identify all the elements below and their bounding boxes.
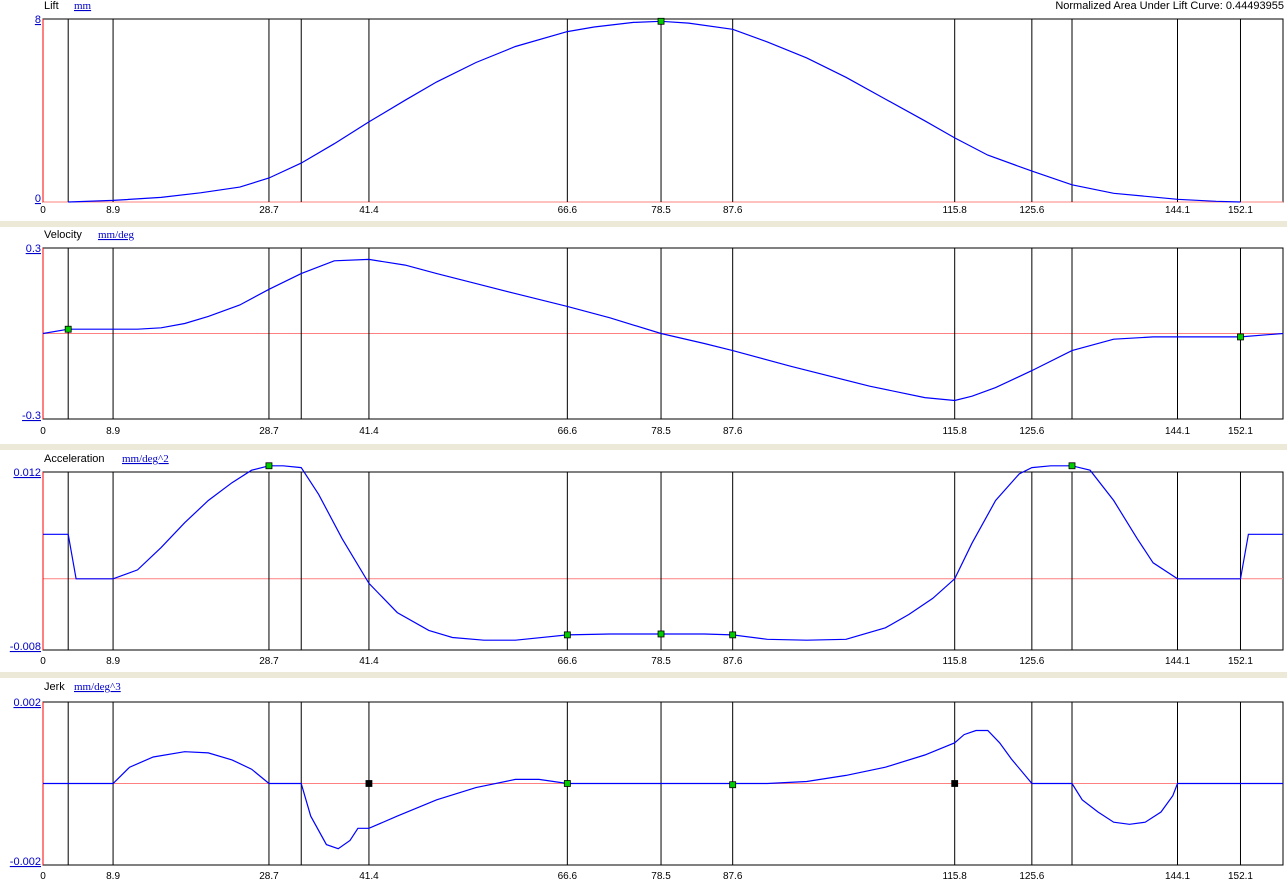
acceleration-curve (43, 465, 1283, 641)
lift-ymin-label: 0 (35, 193, 41, 205)
acceleration-x-tick-label: 0 (40, 656, 46, 667)
velocity-title: Velocity (44, 229, 82, 241)
acceleration-point-marker (265, 462, 273, 470)
acceleration-title: Acceleration (44, 453, 105, 465)
velocity-ymax-label: 0.3 (26, 243, 41, 255)
acceleration-ymax-label: 0.012 (13, 467, 41, 479)
separator-bar-3 (0, 672, 1287, 678)
acceleration-x-tick-label: 8.9 (106, 656, 120, 667)
lift-x-tick-label: 28.7 (259, 205, 279, 216)
jerk-title: Jerk (44, 681, 65, 693)
acceleration-point-marker (729, 631, 737, 639)
velocity-x-tick-label: 66.6 (558, 426, 578, 437)
acceleration-x-tick-label: 66.6 (558, 656, 578, 667)
lift-curve (68, 20, 1241, 203)
velocity-ymin-label: -0.3 (22, 410, 41, 422)
velocity-panel: Velocity mm/deg 0.3 -0.3 0 8.9 28.7 41.4 66.6 78.… (22, 229, 1284, 437)
lift-x-tick-label: 66.6 (558, 205, 578, 216)
acceleration-unit-link: mm/deg^2 (122, 453, 169, 465)
lift-x-tick-label: 8.9 (106, 205, 120, 216)
acceleration-x-tick-label: 87.6 (723, 656, 743, 667)
acceleration-x-tick-label: 144.1 (1165, 656, 1190, 667)
lift-x-tick-label: 87.6 (723, 205, 743, 216)
jerk-ymax-label: 0.002 (13, 697, 41, 709)
velocity-x-tick-label: 125.6 (1019, 426, 1044, 437)
velocity-curve (42, 258, 1284, 402)
jerk-x-tick-label: 115.8 (943, 871, 968, 882)
acceleration-point-marker (657, 630, 665, 638)
separator-bar-1 (0, 221, 1287, 227)
jerk-point-marker (729, 781, 737, 789)
acceleration-x-tick-label: 152.1 (1228, 656, 1253, 667)
jerk-x-tick-label: 8.9 (106, 871, 120, 882)
jerk-ymin-label: -0.002 (10, 856, 41, 868)
jerk-x-tick-label: 78.5 (651, 871, 671, 882)
lift-x-tick-label: 115.8 (943, 205, 968, 216)
acceleration-x-tick-label: 41.4 (359, 656, 379, 667)
lift-ymax-label: 8 (35, 14, 41, 26)
velocity-x-tick-label: 8.9 (106, 426, 120, 437)
jerk-point-marker (365, 780, 373, 787)
jerk-point-marker (951, 780, 959, 787)
velocity-x-tick-label: 144.1 (1165, 426, 1190, 437)
acceleration-panel: Acceleration mm/deg^2 0.012 -0.008 0 8.9 28.7 4… (10, 453, 1284, 667)
lift-point-marker (657, 17, 665, 25)
lift-x-tick-label: 41.4 (359, 205, 379, 216)
acceleration-x-tick-label: 28.7 (259, 656, 279, 667)
velocity-point-marker (1237, 333, 1244, 341)
lift-x-tick-label: 144.1 (1165, 205, 1190, 216)
velocity-x-tick-label: 0 (40, 426, 46, 437)
velocity-x-tick-label: 41.4 (359, 426, 379, 437)
lift-plot-frame (42, 18, 1284, 203)
acceleration-x-tick-label: 78.5 (651, 656, 671, 667)
velocity-unit-link: mm/deg (98, 229, 135, 241)
acceleration-x-tick-label: 115.8 (943, 656, 968, 667)
velocity-x-tick-label: 115.8 (943, 426, 968, 437)
jerk-x-tick-label: 28.7 (259, 871, 279, 882)
jerk-x-tick-label: 87.6 (723, 871, 743, 882)
jerk-x-tick-label: 125.6 (1019, 871, 1044, 882)
jerk-unit-link: mm/deg^3 (74, 681, 121, 693)
acceleration-point-marker (1068, 462, 1076, 470)
acceleration-ymin-label: -0.008 (10, 641, 41, 653)
jerk-panel: Jerk mm/deg^3 0.002 -0.002 0 8.9 28.7 41.4 66.6 7… (10, 681, 1284, 882)
lift-x-tick-label: 0 (40, 205, 46, 216)
acceleration-plot-frame (42, 471, 1284, 651)
velocity-x-tick-label: 152.1 (1228, 426, 1253, 437)
jerk-x-tick-label: 152.1 (1228, 871, 1253, 882)
velocity-point-marker (64, 325, 72, 333)
velocity-x-tick-label: 28.7 (259, 426, 279, 437)
jerk-x-tick-label: 66.6 (558, 871, 578, 882)
jerk-x-tick-label: 41.4 (359, 871, 379, 882)
lift-unit-link: mm (74, 0, 92, 12)
acceleration-point-marker (563, 631, 571, 639)
separator-bar-2 (0, 444, 1287, 450)
jerk-x-tick-label: 144.1 (1165, 871, 1190, 882)
lift-x-tick-label: 78.5 (651, 205, 671, 216)
normalized-area-label: Normalized Area Under Lift Curve: 0.4449… (1055, 0, 1284, 12)
lift-x-tick-label: 125.6 (1019, 205, 1044, 216)
velocity-x-tick-label: 78.5 (651, 426, 671, 437)
jerk-point-marker (563, 780, 571, 787)
lift-x-tick-label: 152.1 (1228, 205, 1253, 216)
lift-title: Lift (44, 0, 59, 12)
acceleration-x-tick-label: 125.6 (1019, 656, 1044, 667)
velocity-x-tick-label: 87.6 (723, 426, 743, 437)
jerk-x-tick-label: 0 (40, 871, 46, 882)
lift-panel: Lift mm 8 00 8.9 28.7 41.4 66.6 78.5 87.6 115.8 125… (35, 0, 1284, 216)
jerk-curve (43, 729, 1283, 850)
